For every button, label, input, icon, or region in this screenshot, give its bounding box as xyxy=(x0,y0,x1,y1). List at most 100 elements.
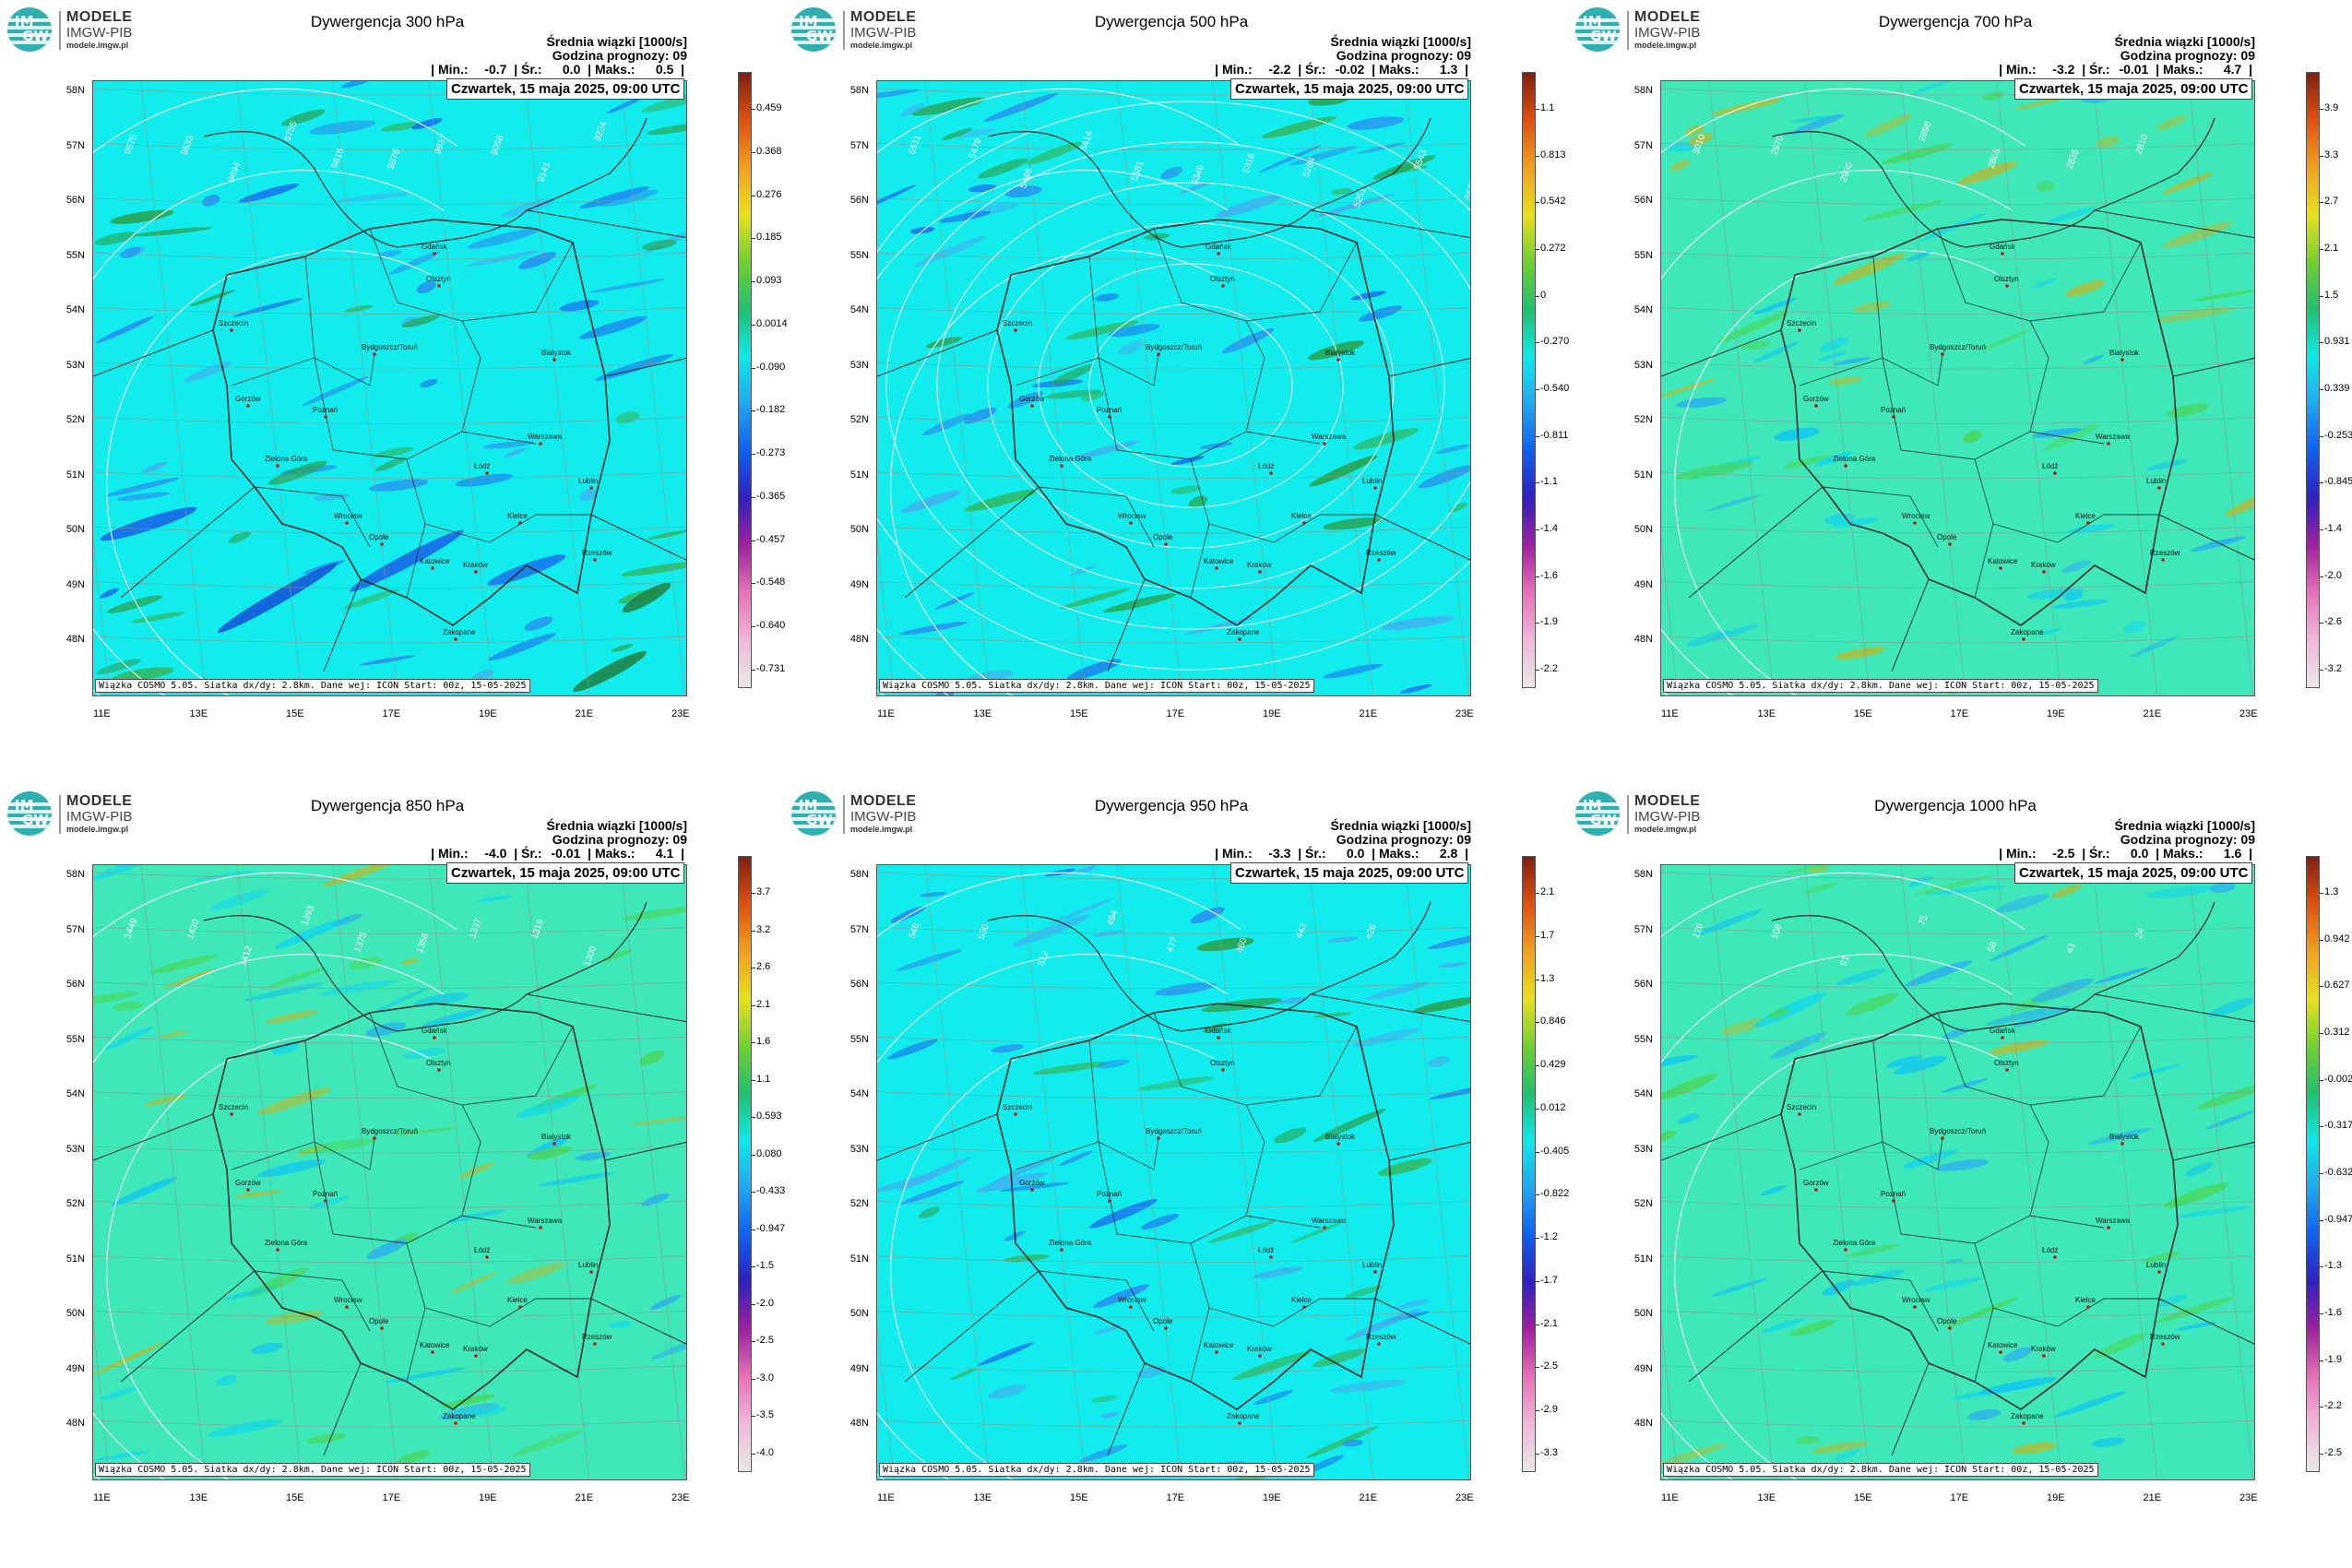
city-marker xyxy=(1798,1112,1801,1116)
latitude-label: 53N xyxy=(65,359,85,371)
longitude-gridline xyxy=(620,81,686,695)
longitude-label: 15E xyxy=(286,708,304,719)
divergence-map[interactable]: 9575 9633 9694 9755 9816 9876 9937 9058 9141 9234… xyxy=(92,80,687,696)
divergence-streak xyxy=(1802,882,1839,895)
divergence-streak xyxy=(1822,1279,1855,1296)
longitude-label: 19E xyxy=(1263,1492,1281,1503)
city-marker xyxy=(2053,1255,2057,1259)
divergence-streak xyxy=(228,531,251,544)
longitude-label: 11E xyxy=(93,1492,111,1503)
divergence-map[interactable]: 548 530 512 494 477 460 443 426 Gdańsk Olsztyn Szc… xyxy=(876,864,1471,1480)
divergence-streak xyxy=(1985,1008,2047,1026)
city-marker xyxy=(1217,1036,1220,1039)
city-marker xyxy=(1258,570,1262,574)
city-marker xyxy=(246,1188,250,1192)
divergence-streak xyxy=(380,122,422,132)
divergence-map[interactable]: 1449 1430 1412 1393 1375 1356 1337 1319 1300 Gdań… xyxy=(92,864,687,1480)
colorbar xyxy=(1522,856,1536,1472)
height-contour xyxy=(885,141,1470,630)
divergence-map[interactable]: 3010 2970 2930 2898 2865 2835 2810 Gdańsk Olszty… xyxy=(1660,80,2255,696)
latitude-gridline xyxy=(877,1146,1470,1154)
colorbar-tick-label: -0.405 xyxy=(1540,1145,1570,1157)
stat-sep: | Maks.: xyxy=(580,846,643,861)
logo-line-2: IMGW-PIB xyxy=(850,25,917,41)
colorbar xyxy=(1522,72,1536,688)
country-border xyxy=(120,486,255,599)
latitude-label: 51N xyxy=(65,469,85,481)
logo-wave xyxy=(1575,817,1620,821)
city-marker xyxy=(1999,566,2002,570)
divergence-streak xyxy=(1365,981,1430,1000)
divergence-streak xyxy=(1313,1012,1352,1018)
height-contour xyxy=(1038,263,1344,508)
city-marker xyxy=(1373,1270,1377,1274)
colorbar-tick-label: -0.731 xyxy=(756,663,786,674)
latitude-label: 53N xyxy=(1633,1143,1653,1155)
stat-max: 4.1 xyxy=(655,846,674,861)
latitude-gridline xyxy=(877,927,1470,934)
country-border xyxy=(1891,578,1930,672)
divergence-streak xyxy=(1832,517,1881,528)
latitude-label: 48N xyxy=(65,1418,85,1429)
city-label: Łódź xyxy=(2042,1246,2058,1254)
divergence-streak xyxy=(264,1310,324,1325)
latitude-label: 54N xyxy=(1633,1088,1653,1099)
voivodeship-border xyxy=(1974,523,1994,599)
divergence-streak xyxy=(149,955,219,974)
latitude-gridline xyxy=(1661,981,2254,990)
latitude-label: 52N xyxy=(1633,1198,1653,1209)
colorbar-tick xyxy=(2320,435,2323,437)
divergence-map[interactable]: 126 108 91 75 58 41 24 Gdańsk Olsztyn Szczecin Byd… xyxy=(1660,864,2255,1480)
poland-border xyxy=(996,219,1395,626)
stat-sep: | xyxy=(673,846,684,861)
height-contour xyxy=(1674,1033,2000,1479)
city-label: Warszawa xyxy=(1312,433,1347,441)
colorbar-tick xyxy=(1536,935,1539,937)
stat-min: -0.7 xyxy=(484,62,507,77)
divergence-streak xyxy=(1184,617,1254,636)
city-label: Zielona Góra xyxy=(265,1239,308,1247)
divergence-streak xyxy=(1399,683,1432,694)
divergence-streak xyxy=(374,457,407,472)
city-marker xyxy=(474,1354,478,1358)
divergence-streak xyxy=(1752,341,1800,363)
divergence-streak xyxy=(376,250,402,258)
divergence-streak xyxy=(1372,155,1436,180)
divergence-streak xyxy=(1967,1408,2002,1420)
city-label: Gorzów xyxy=(1803,395,1829,403)
colorbar-tick xyxy=(752,1042,755,1044)
divergence-streak xyxy=(598,189,659,208)
voivodeship-border xyxy=(1038,486,1155,548)
poland-border xyxy=(212,1003,611,1410)
divergence-streak xyxy=(112,667,175,682)
divergence-map[interactable]: 5511 5479 5446 5414 5381 5349 5316 5284 5251 5543… xyxy=(876,80,1471,696)
divergence-streak xyxy=(2066,524,2116,534)
city-label: Opole xyxy=(369,533,389,541)
latitude-gridline xyxy=(1661,1255,2254,1264)
poland-border xyxy=(996,1003,1395,1410)
divergence-streak xyxy=(2225,491,2254,517)
latitude-label: 58N xyxy=(849,869,869,880)
colorbar-tick xyxy=(752,1004,755,1006)
ensemble-mean-label: Średnia wiązki [1000/s] xyxy=(1330,818,1471,833)
divergence-streak xyxy=(2205,1110,2254,1130)
logo-disc-icon: IM GW xyxy=(7,791,52,836)
divergence-streak xyxy=(2157,1297,2234,1323)
longitude-gridline xyxy=(924,81,991,695)
divergence-streak xyxy=(1312,1348,1366,1368)
divergence-streak xyxy=(1995,894,2049,913)
divergence-streak xyxy=(1675,461,1753,480)
divergence-streak xyxy=(244,982,324,1002)
voivodeship-border xyxy=(1822,486,1939,548)
colorbar-tick xyxy=(2320,202,2323,204)
city-marker xyxy=(1108,1199,1111,1203)
city-label: Wrocław xyxy=(1902,1296,1930,1304)
longitude-label: 17E xyxy=(382,708,401,719)
divergence-streak xyxy=(482,441,534,449)
colorbar-tick xyxy=(752,626,755,628)
colorbar-tick-label: -1.7 xyxy=(1540,1274,1558,1286)
city-marker xyxy=(1014,328,1017,332)
divergence-streak xyxy=(1989,934,2049,961)
city-marker xyxy=(1999,1350,2002,1354)
latitude-gridline xyxy=(1661,1201,2254,1208)
